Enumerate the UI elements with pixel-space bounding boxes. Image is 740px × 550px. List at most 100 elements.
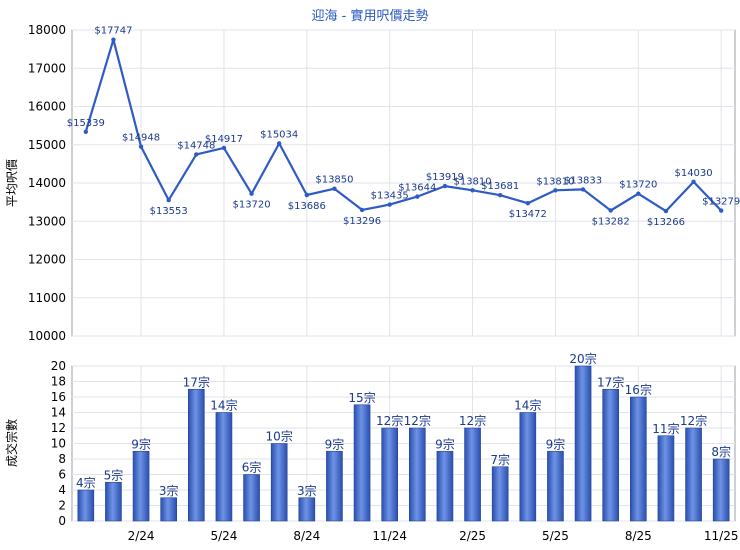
- price-point: [580, 187, 586, 192]
- count-bar: [630, 396, 647, 522]
- count-bar: [519, 412, 537, 522]
- count-tick-label: 6: [58, 468, 66, 482]
- count-bar: [243, 474, 260, 522]
- count-data-label: 9宗: [546, 436, 566, 451]
- price-point: [304, 192, 310, 198]
- count-bar: [657, 435, 675, 522]
- price-data-label: $15034: [260, 129, 298, 140]
- price-data-label: $13720: [619, 180, 657, 191]
- price-data-label: $13833: [564, 175, 602, 186]
- price-point: [608, 208, 613, 213]
- price-point: [415, 194, 420, 199]
- price-point: [359, 207, 365, 213]
- x-tick-label: 2/25: [459, 529, 486, 543]
- count-data-label: 8宗: [711, 444, 731, 459]
- count-bar: [188, 388, 205, 522]
- count-data-label: 14宗: [210, 398, 237, 413]
- count-tick-label: 12: [51, 421, 66, 435]
- price-tick-label: 10000: [28, 329, 66, 343]
- count-bar: [215, 412, 233, 522]
- price-data-label: $13644: [398, 183, 436, 194]
- price-point: [470, 188, 475, 193]
- count-tick-label: 16: [51, 390, 66, 404]
- price-data-label: $17747: [94, 26, 132, 37]
- count-bar: [464, 427, 481, 522]
- count-data-label: 6宗: [242, 460, 262, 475]
- count-tick-label: 18: [51, 375, 66, 389]
- price-point: [525, 200, 531, 206]
- price-point: [194, 152, 199, 157]
- price-point: [636, 191, 641, 196]
- price-data-label: $13435: [371, 191, 409, 202]
- price-series-line: [84, 38, 722, 213]
- count-bar: [685, 427, 702, 522]
- price-tick-label: 15000: [28, 138, 66, 152]
- price-point: [166, 197, 171, 203]
- count-data-label: 16宗: [625, 382, 652, 397]
- price-point: [497, 193, 503, 198]
- price-data-label: $13279: [702, 197, 740, 208]
- count-data-label: 15宗: [348, 390, 375, 405]
- count-tick-label: 8: [58, 452, 66, 466]
- count-data-label: 12宗: [680, 413, 707, 428]
- price-point: [718, 208, 724, 213]
- count-data-label: 17宗: [183, 374, 210, 389]
- count-tick-label: 4: [58, 483, 66, 497]
- price-data-label: $13472: [509, 209, 547, 220]
- chart-title: 迎海 - 實用呎價走勢: [312, 8, 429, 24]
- x-tick-label: 11/25: [704, 529, 739, 543]
- price-data-label: $14917: [205, 134, 243, 145]
- count-tick-label: 14: [51, 406, 66, 420]
- x-tick-label: 8/24: [293, 529, 320, 543]
- price-data-label: $14948: [122, 133, 160, 144]
- price-tick-label: 12000: [28, 253, 66, 267]
- x-tick-label: 5/24: [210, 529, 237, 543]
- count-bar: [326, 450, 343, 522]
- count-bar: [381, 427, 398, 522]
- count-bar: [132, 450, 150, 522]
- x-tick-label: 2/24: [128, 529, 155, 543]
- price-point: [83, 129, 89, 134]
- price-point: [442, 183, 448, 189]
- count-tick-label: 0: [58, 514, 66, 528]
- count-bar: [574, 365, 592, 522]
- count-bar: [491, 466, 509, 522]
- price-data-label: $13686: [288, 201, 326, 212]
- price-tick-label: 11000: [28, 291, 66, 305]
- count-data-label: 11宗: [652, 421, 679, 436]
- count-data-label: 3宗: [297, 483, 317, 498]
- price-point: [553, 188, 558, 193]
- price-point: [332, 186, 337, 191]
- price-tick-label: 14000: [28, 176, 66, 190]
- count-bar: [547, 450, 564, 522]
- count-data-label: 12宗: [404, 413, 431, 428]
- price-data-label: $13266: [647, 217, 685, 228]
- count-data-label: 9宗: [131, 436, 151, 451]
- price-data-label: $13720: [232, 200, 270, 211]
- count-data-label: 20宗: [569, 351, 596, 366]
- price-tick-label: 18000: [28, 23, 66, 37]
- price-data-label: $13681: [481, 181, 519, 192]
- count-data-label: 12宗: [376, 413, 403, 428]
- count-data-label: 9宗: [435, 436, 455, 451]
- count-bar: [353, 404, 371, 522]
- count-bar: [298, 497, 316, 522]
- count-tick-label: 20: [51, 359, 66, 373]
- count-bar: [77, 489, 95, 522]
- count-bar: [712, 458, 730, 522]
- price-data-label: $15339: [67, 118, 105, 129]
- price-data-label: $13850: [315, 175, 353, 186]
- x-tick-label: 5/25: [542, 529, 569, 543]
- price-data-label: $14748: [177, 140, 215, 151]
- count-bar: [270, 443, 288, 522]
- count-tick-label: 2: [58, 499, 66, 513]
- price-point: [221, 145, 227, 151]
- count-bar: [436, 450, 454, 522]
- price-point: [387, 202, 392, 207]
- count-data-label: 9宗: [325, 436, 345, 451]
- count-data-label: 7宗: [490, 452, 510, 467]
- price-point: [276, 141, 282, 146]
- price-data-label: $13282: [592, 216, 630, 227]
